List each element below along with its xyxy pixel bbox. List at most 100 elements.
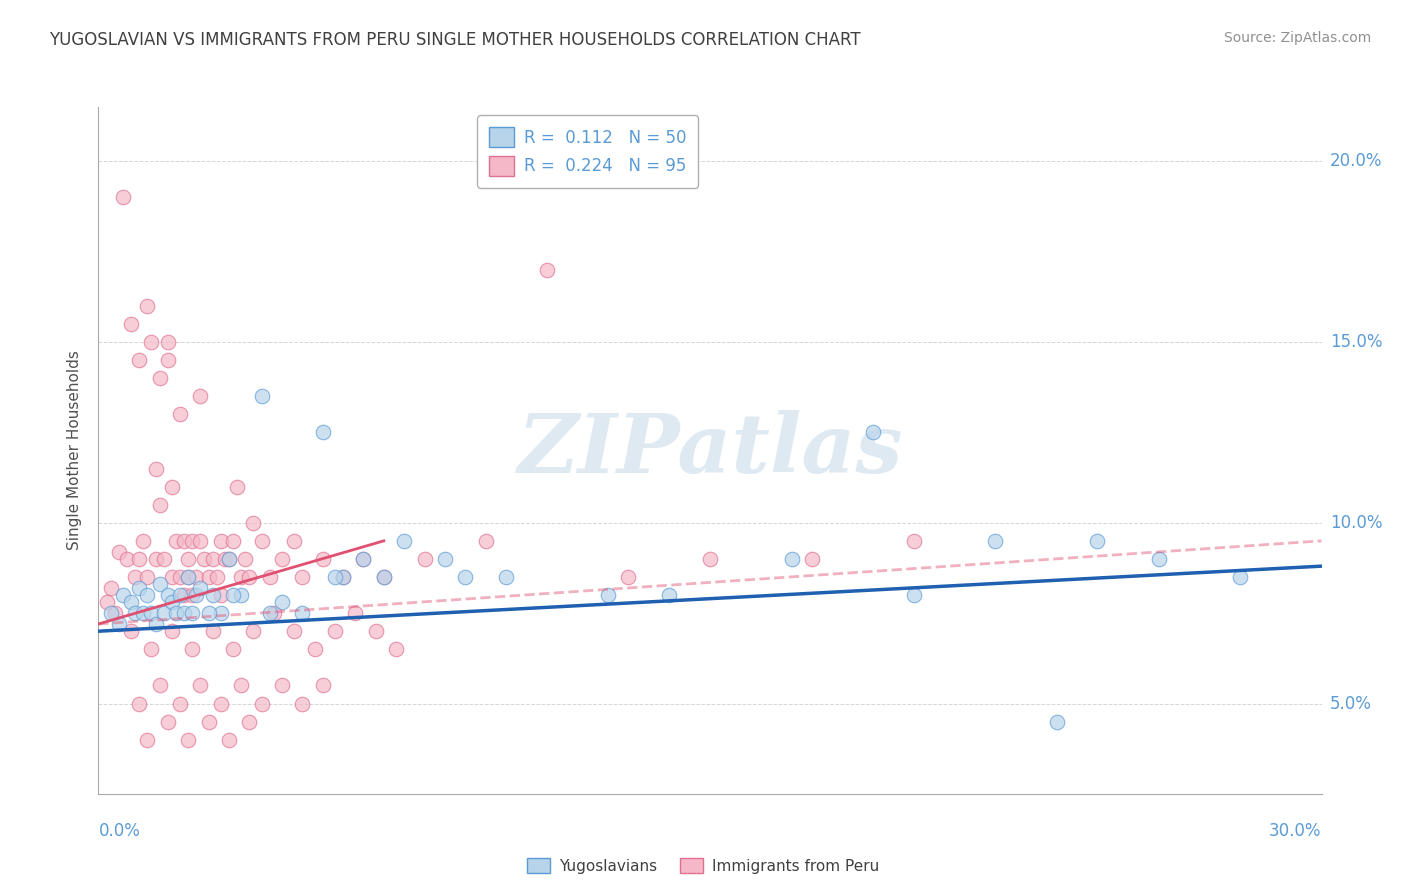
Point: [160, 480, 183, 494]
Point: [903, 533, 925, 548]
Point: [209, 697, 232, 711]
Point: [283, 624, 305, 639]
Point: [197, 570, 219, 584]
Point: [149, 577, 172, 591]
Point: [291, 697, 314, 711]
Point: [160, 624, 183, 639]
Point: [136, 732, 159, 747]
Point: [1229, 570, 1251, 584]
Point: [242, 624, 264, 639]
Text: 10.0%: 10.0%: [1330, 514, 1382, 532]
Point: [263, 606, 285, 620]
Point: [145, 552, 167, 566]
Point: [177, 732, 200, 747]
Point: [120, 317, 142, 331]
Point: [373, 570, 395, 584]
Point: [149, 678, 172, 692]
Point: [250, 389, 273, 403]
Point: [149, 498, 172, 512]
Point: [124, 570, 146, 584]
Point: [100, 581, 122, 595]
Point: [145, 461, 167, 475]
Point: [270, 595, 294, 609]
Point: [323, 624, 346, 639]
Point: [1147, 552, 1170, 566]
Point: [132, 533, 155, 548]
Point: [169, 570, 191, 584]
Point: [323, 570, 346, 584]
Point: [454, 570, 477, 584]
Point: [250, 533, 273, 548]
Point: [495, 570, 517, 584]
Point: [177, 570, 200, 584]
Point: [233, 552, 256, 566]
Point: [173, 606, 195, 620]
Point: [536, 262, 558, 277]
Point: [108, 617, 131, 632]
Point: [373, 570, 395, 584]
Point: [186, 570, 208, 584]
Point: [169, 697, 191, 711]
Point: [181, 588, 204, 602]
Point: [238, 570, 260, 584]
Point: [128, 581, 150, 595]
Point: [188, 389, 212, 403]
Point: [201, 588, 224, 602]
Point: [165, 533, 187, 548]
Point: [312, 425, 335, 440]
Point: [169, 588, 191, 602]
Point: [1085, 533, 1108, 548]
Point: [205, 570, 228, 584]
Point: [209, 606, 232, 620]
Point: [100, 606, 122, 620]
Text: 15.0%: 15.0%: [1330, 333, 1382, 351]
Point: [132, 606, 155, 620]
Point: [128, 353, 150, 368]
Point: [291, 606, 314, 620]
Point: [226, 480, 249, 494]
Point: [231, 588, 253, 602]
Point: [699, 552, 721, 566]
Point: [862, 425, 884, 440]
Point: [344, 606, 367, 620]
Point: [984, 533, 1007, 548]
Point: [433, 552, 456, 566]
Point: [617, 570, 640, 584]
Point: [312, 678, 335, 692]
Point: [312, 552, 335, 566]
Point: [173, 588, 195, 602]
Point: [169, 407, 191, 421]
Point: [250, 697, 273, 711]
Point: [136, 570, 159, 584]
Point: [231, 678, 253, 692]
Text: YUGOSLAVIAN VS IMMIGRANTS FROM PERU SINGLE MOTHER HOUSEHOLDS CORRELATION CHART: YUGOSLAVIAN VS IMMIGRANTS FROM PERU SING…: [49, 31, 860, 49]
Text: 0.0%: 0.0%: [98, 822, 141, 840]
Point: [104, 606, 127, 620]
Point: [270, 552, 294, 566]
Legend: Yugoslavians, Immigrants from Peru: Yugoslavians, Immigrants from Peru: [520, 852, 886, 880]
Text: Source: ZipAtlas.com: Source: ZipAtlas.com: [1223, 31, 1371, 45]
Point: [209, 533, 232, 548]
Point: [352, 552, 374, 566]
Point: [304, 642, 326, 657]
Point: [218, 732, 240, 747]
Point: [283, 533, 305, 548]
Point: [259, 570, 281, 584]
Point: [193, 552, 215, 566]
Point: [201, 552, 224, 566]
Point: [801, 552, 824, 566]
Point: [413, 552, 436, 566]
Point: [231, 570, 253, 584]
Point: [120, 595, 142, 609]
Point: [120, 624, 142, 639]
Point: [222, 588, 245, 602]
Point: [242, 516, 264, 530]
Point: [780, 552, 803, 566]
Point: [160, 570, 183, 584]
Point: [188, 533, 212, 548]
Point: [332, 570, 354, 584]
Point: [188, 678, 212, 692]
Point: [156, 588, 179, 602]
Point: [136, 299, 159, 313]
Point: [385, 642, 408, 657]
